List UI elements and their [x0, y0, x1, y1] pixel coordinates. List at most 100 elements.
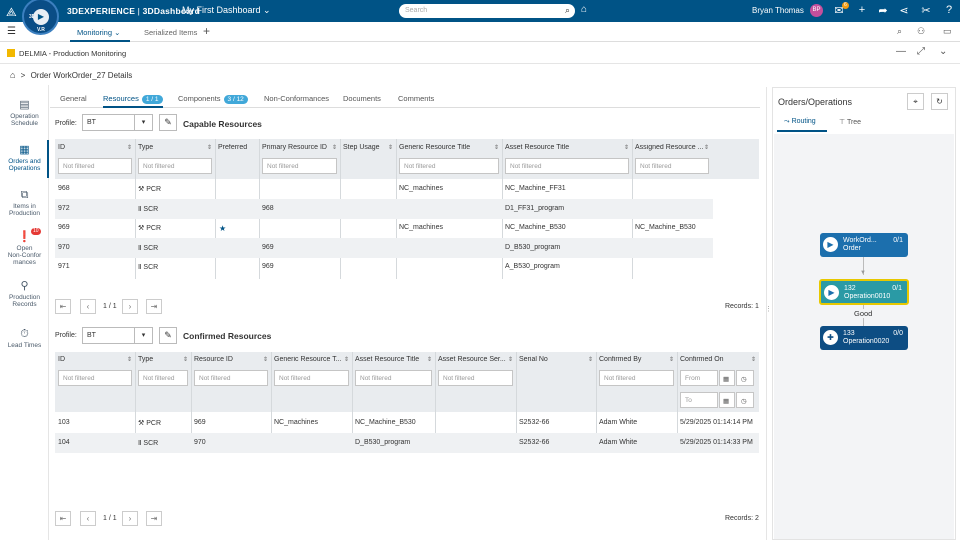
last-page-button[interactable]: ⇥: [146, 511, 162, 526]
tab-serialized-items[interactable]: Serialized Items: [144, 28, 198, 37]
last-page-button[interactable]: ⇥: [146, 299, 162, 314]
table-row[interactable]: 970 Ⅱ SCR 969 D_B530_program: [55, 237, 713, 258]
prev-page-button[interactable]: ‹: [80, 511, 96, 526]
refresh-button[interactable]: ↻: [931, 93, 948, 110]
clock-icon[interactable]: ◷: [736, 370, 754, 386]
next-page-button[interactable]: ›: [122, 511, 138, 526]
avatar[interactable]: BP: [810, 4, 823, 17]
clock-icon[interactable]: ◷: [736, 392, 754, 408]
node-workorder[interactable]: ▶ WorkOrd... Order 0/1: [820, 233, 908, 257]
tab-components[interactable]: Components 3 / 12: [178, 94, 248, 104]
view-toggle-icon[interactable]: ⚇: [917, 26, 926, 36]
column-filter-input[interactable]: Not filtered: [505, 158, 629, 174]
sort-icon[interactable]: ⇕: [494, 145, 500, 151]
next-page-button[interactable]: ›: [122, 299, 138, 314]
sort-icon[interactable]: ⇕: [624, 145, 630, 151]
column-filter-input[interactable]: Not filtered: [58, 370, 132, 386]
sort-icon[interactable]: ⇕: [388, 145, 394, 151]
maximize-icon[interactable]: ⤢: [917, 46, 925, 57]
column-header[interactable]: Preferred: [218, 144, 248, 151]
column-header[interactable]: Step Usage: [343, 144, 380, 151]
column-filter-input[interactable]: Not filtered: [355, 370, 432, 386]
search-input[interactable]: Search ⌕: [399, 4, 575, 18]
column-header[interactable]: Assigned Resource ...: [635, 144, 703, 151]
notifications-icon[interactable]: ✉: [834, 5, 844, 17]
profile-select[interactable]: BT ▾: [82, 114, 153, 131]
nav-lead-times[interactable]: ⏱ Lead Times: [0, 328, 49, 349]
comment-icon[interactable]: ▭: [943, 26, 952, 36]
user-name[interactable]: Bryan Thomas: [752, 6, 804, 15]
search-zoom-icon[interactable]: ⌕: [897, 26, 903, 36]
sort-icon[interactable]: ⇕: [183, 357, 189, 363]
column-header[interactable]: Asset Resource Title: [505, 144, 570, 151]
column-header[interactable]: Confirmed On: [680, 356, 724, 363]
sort-icon[interactable]: ⇕: [588, 357, 594, 363]
table-row[interactable]: 104 Ⅱ SCR 970 D_B530_program S2532-66 Adam Wh…: [55, 432, 759, 453]
from-date-input[interactable]: From: [680, 370, 718, 386]
center-view-button[interactable]: ⌖: [907, 93, 924, 110]
tab-routing[interactable]: ⤳ Routing: [777, 118, 827, 132]
chevron-down-icon[interactable]: ⌄: [939, 46, 948, 57]
dashboard-title[interactable]: My First Dashboard ⌄: [182, 5, 271, 15]
sort-icon[interactable]: ⇕: [263, 357, 269, 363]
sort-icon[interactable]: ⇕: [704, 145, 710, 151]
home-icon[interactable]: ⌂: [10, 70, 16, 80]
table-row[interactable]: 968 ⚒ PCR NC_machines NC_Machine_FF31: [55, 179, 713, 199]
sort-icon[interactable]: ⇕: [751, 357, 757, 363]
add-icon[interactable]: +: [858, 4, 866, 16]
panel-divider[interactable]: [766, 87, 767, 540]
sort-icon[interactable]: ⇕: [508, 357, 514, 363]
column-header[interactable]: ID: [58, 356, 65, 363]
column-filter-input[interactable]: Not filtered: [399, 158, 499, 174]
profile-select[interactable]: BT ▾: [82, 327, 153, 344]
help-icon[interactable]: ?: [945, 4, 953, 16]
tab-resources[interactable]: Resources 1 / 1: [103, 94, 163, 108]
node-operation-0010[interactable]: ▶ 132 Operation0010 0/1: [819, 279, 909, 305]
to-date-input[interactable]: To: [680, 392, 718, 408]
column-header[interactable]: Type: [138, 356, 154, 363]
column-header[interactable]: Resource ID: [194, 356, 233, 363]
nav-production-records[interactable]: ⚲ Production Records: [0, 280, 49, 308]
nav-orders-operations[interactable]: ▦ Orders and Operations: [0, 144, 49, 172]
sort-icon[interactable]: ⇕: [427, 357, 433, 363]
tab-comments[interactable]: Comments: [398, 94, 435, 103]
column-header[interactable]: Confirmed By: [599, 356, 642, 363]
column-filter-input[interactable]: Not filtered: [262, 158, 337, 174]
column-filter-input[interactable]: Not filtered: [274, 370, 349, 386]
column-filter-input[interactable]: Not filtered: [138, 370, 188, 386]
menu-icon[interactable]: ☰: [7, 26, 16, 37]
column-header[interactable]: Serial No: [519, 356, 548, 363]
sort-icon[interactable]: ⇕: [127, 357, 133, 363]
column-filter-input[interactable]: Not filtered: [599, 370, 674, 386]
column-filter-input[interactable]: Not filtered: [138, 158, 212, 174]
table-row[interactable]: 103 ⚒ PCR 969 NC_machines NC_Machine_B530 S25…: [55, 413, 759, 433]
sort-icon[interactable]: ⇕: [127, 145, 133, 151]
tag-icon[interactable]: ⌂: [581, 4, 588, 15]
tab-non-conformances[interactable]: Non-Conformances: [264, 94, 330, 103]
column-header[interactable]: ID: [58, 144, 65, 151]
sort-icon[interactable]: ⇕: [207, 145, 213, 151]
column-header[interactable]: Generic Resource T...: [274, 356, 342, 363]
column-header[interactable]: Generic Resource Title: [399, 144, 471, 151]
minimize-icon[interactable]: —: [896, 46, 906, 57]
column-header[interactable]: Primary Resource ID: [262, 144, 327, 151]
sort-icon[interactable]: ⇕: [344, 357, 350, 363]
column-filter-input[interactable]: Not filtered: [438, 370, 513, 386]
edit-profile-button[interactable]: ✎: [159, 114, 177, 131]
drag-handle-icon[interactable]: ⋮: [765, 306, 772, 313]
prev-page-button[interactable]: ‹: [80, 299, 96, 314]
column-header[interactable]: Asset Resource Title: [355, 356, 420, 363]
column-filter-input[interactable]: Not filtered: [58, 158, 132, 174]
tab-documents[interactable]: Documents: [343, 94, 381, 103]
first-page-button[interactable]: ⇤: [55, 299, 71, 314]
tools-icon[interactable]: ✂: [921, 5, 931, 17]
routing-canvas[interactable]: ▶ WorkOrd... Order 0/1 ▼ ▶ 132 Operation…: [774, 134, 954, 539]
tab-general[interactable]: General: [60, 94, 87, 103]
sort-icon[interactable]: ⇕: [669, 357, 675, 363]
column-header[interactable]: Asset Resource Ser...: [438, 356, 506, 363]
tab-monitoring[interactable]: Monitoring ⌄: [70, 28, 130, 42]
column-header[interactable]: Type: [138, 144, 154, 151]
compass-icon[interactable]: 3D ▶ V.R: [22, 0, 59, 35]
sort-icon[interactable]: ⇕: [332, 145, 338, 151]
calendar-icon[interactable]: ▦: [719, 370, 735, 386]
